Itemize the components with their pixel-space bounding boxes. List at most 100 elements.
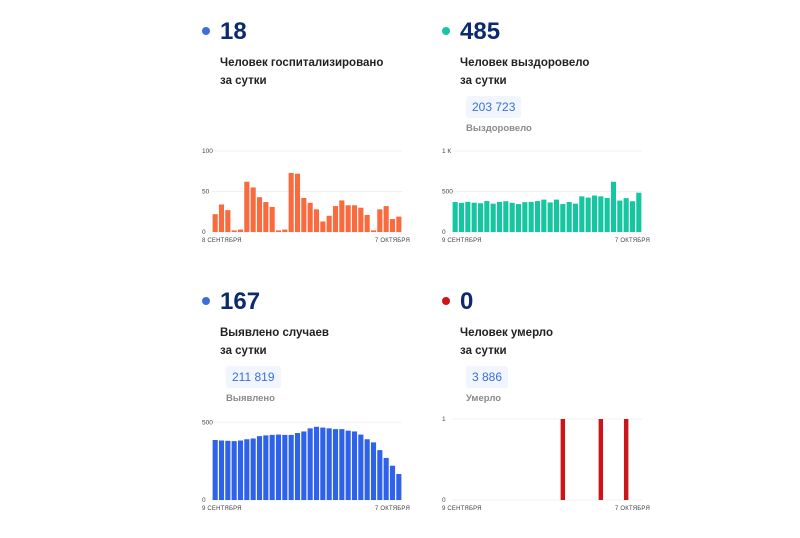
hospitalized-bar (263, 202, 269, 232)
cases-bar (275, 434, 282, 500)
recovered-bar (509, 202, 515, 232)
hospitalized-bar (358, 207, 364, 232)
cases-label: Выявлено случаев за сутки (220, 324, 329, 360)
recovered-y-tick-label: 1 К (442, 148, 451, 155)
hospitalized-y-tick-label: 50 (202, 189, 210, 196)
deaths-bar (623, 419, 629, 500)
recovered-y-tick-label: 500 (442, 189, 453, 196)
cases-bar (225, 440, 231, 500)
cases-bar (358, 434, 364, 500)
cases-bar (256, 436, 263, 500)
cases-x-start-label: 9 СЕНТЯБРЯ (202, 506, 242, 512)
hospitalized-bar (364, 214, 370, 232)
recovered-label-line1: Человек выздоровело (460, 57, 590, 69)
hospitalized-bar (370, 230, 377, 232)
recovered-bar (490, 203, 496, 232)
hospitalized-bar (212, 214, 218, 232)
recovered-bar (579, 196, 585, 232)
recovered-bar (591, 195, 598, 232)
recovered-total: 203 723 (466, 96, 522, 118)
hospitalized-y-tick-label: 0 (202, 229, 206, 236)
cases-bar (294, 433, 301, 500)
recovered-x-end-label: 7 ОКТЯБРЯ (615, 238, 650, 244)
hospitalized-dot (202, 27, 210, 35)
deaths-label-line2: за сутки (460, 345, 507, 357)
recovered-bar (598, 196, 604, 232)
recovered-label: Человек выздоровело за сутки (460, 54, 589, 90)
hospitalized-bar (326, 215, 332, 232)
hospitalized-chart: 0 50 100 8 СЕНТЯБРЯ 7 ОКТЯБРЯ (202, 148, 410, 244)
cases-bar (244, 439, 250, 500)
cases-bar (339, 429, 345, 500)
cases-bar (345, 430, 351, 500)
cases-y-tick-label: 500 (202, 419, 213, 426)
cases-bar (351, 431, 358, 500)
hospitalized-y-tick-label: 100 (202, 148, 213, 155)
recovered-bar (636, 192, 642, 232)
deaths-y-tick-label: 1 (442, 416, 446, 423)
hospitalized-bar (332, 206, 339, 232)
hospitalized-bar (256, 197, 263, 232)
recovered-chart: 0 500 1 К 9 СЕНТЯБРЯ 7 ОКТЯБРЯ (442, 148, 650, 244)
deaths-x-start-label: 9 СЕНТЯБРЯ (442, 506, 482, 512)
hospitalized-bar (218, 204, 225, 232)
hospitalized-bar (225, 210, 231, 232)
hospitalized-bar (377, 209, 383, 232)
panel-deaths: 0 Человек умерло за сутки 3 886 Умерло 0… (442, 288, 672, 538)
cases-bar (231, 441, 237, 500)
hospitalized-bar (269, 206, 275, 232)
hospitalized-bar (231, 230, 237, 232)
deaths-total-label: Умерло (466, 393, 502, 404)
recovered-bar (465, 201, 471, 232)
hospitalized-label-line2: за сутки (220, 75, 267, 87)
cases-bar (218, 440, 225, 500)
hospitalized-bar (288, 172, 294, 232)
recovered-label-line2: за сутки (460, 75, 507, 87)
cases-bar (320, 427, 326, 500)
recovered-dot (442, 27, 450, 35)
recovered-y-tick-label: 0 (442, 229, 446, 236)
recovered-bar (629, 201, 636, 232)
deaths-value: 0 (460, 288, 474, 315)
recovered-bar (496, 201, 503, 232)
deaths-total: 3 886 (466, 366, 509, 388)
recovered-bar (528, 201, 534, 232)
cases-label-line1: Выявлено случаев (220, 327, 329, 339)
hospitalized-bar (396, 216, 402, 232)
recovered-bar (623, 198, 629, 232)
recovered-bar (452, 202, 458, 232)
cases-bar (396, 473, 402, 500)
panel-hospitalized: 18 Человек госпитализировано за сутки 0 5… (202, 18, 432, 268)
hospitalized-bar (301, 197, 307, 232)
recovered-bar (566, 202, 572, 232)
cases-bar (282, 434, 288, 500)
cases-value: 167 (220, 288, 261, 315)
hospitalized-bar (282, 229, 288, 232)
cases-bar (212, 440, 218, 500)
recovered-bar (585, 197, 591, 232)
recovered-bar (547, 202, 553, 232)
cases-bar (250, 438, 256, 500)
cases-bar (326, 428, 332, 500)
cases-bar (301, 431, 307, 500)
cases-x-end-label: 7 ОКТЯБРЯ (375, 506, 410, 512)
deaths-chart: 0 1 9 СЕНТЯБРЯ 7 ОКТЯБРЯ (442, 416, 650, 512)
cases-bar (269, 434, 275, 500)
hospitalized-bar (275, 230, 282, 232)
deaths-label: Человек умерло за сутки (460, 324, 553, 360)
hospitalized-bar (339, 200, 345, 232)
cases-bar (313, 426, 320, 500)
cases-bar (237, 440, 244, 500)
deaths-dot (442, 297, 450, 305)
cases-bar (332, 429, 339, 500)
cases-bar (383, 457, 389, 500)
recovered-bar (477, 203, 484, 232)
cases-y-tick-label: 0 (202, 497, 206, 504)
recovered-total-label: Выздоровело (466, 123, 532, 134)
deaths-label-line1: Человек умерло (460, 327, 553, 339)
hospitalized-bar (294, 173, 301, 232)
cases-bar (377, 450, 383, 500)
recovered-x-start-label: 9 СЕНТЯБРЯ (442, 238, 482, 244)
cases-total: 211 819 (226, 366, 281, 388)
recovered-bar (484, 201, 490, 232)
